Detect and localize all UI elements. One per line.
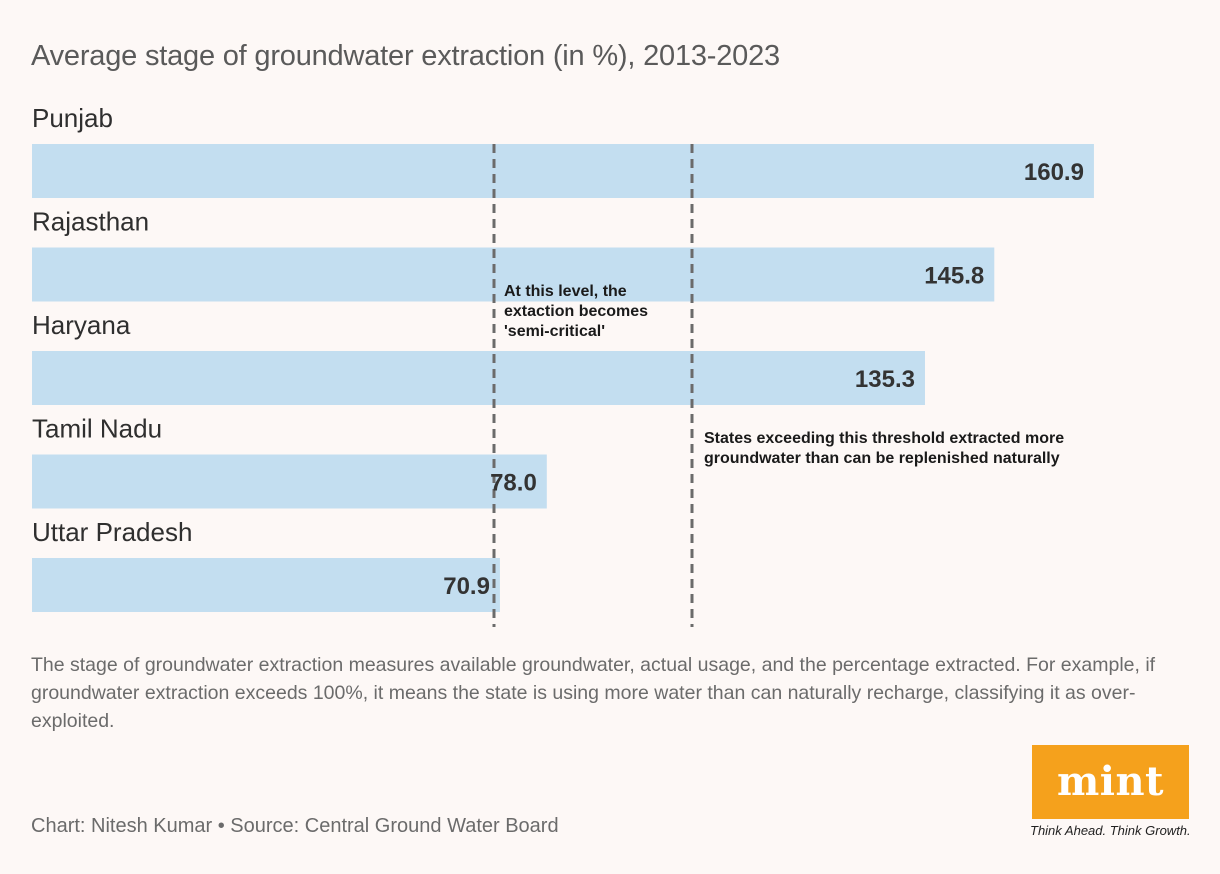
value-label-haryana: 135.3 — [855, 366, 915, 393]
bar-uttar-pradesh — [32, 558, 500, 612]
value-label-tamil-nadu: 78.0 — [490, 470, 537, 497]
category-label-tamil-nadu: Tamil Nadu — [32, 414, 162, 444]
semi-critical-annotation: At this level, the extaction becomes 'se… — [504, 283, 649, 340]
value-label-uttar-pradesh: 70.9 — [443, 573, 490, 600]
category-label-punjab: Punjab — [32, 103, 113, 133]
over-exploited-annotation: States exceeding this threshold extracte… — [704, 430, 1065, 467]
chart-title: Average stage of groundwater extraction … — [31, 40, 780, 72]
bar-rajasthan — [32, 247, 995, 302]
value-label-rajasthan: 145.8 — [924, 263, 984, 290]
mint-logo-word: mint — [1056, 758, 1165, 805]
mint-logo-tagline: Think Ahead. Think Growth. — [1030, 823, 1191, 838]
category-label-rajasthan: Rajasthan — [32, 207, 149, 237]
chart-note: The stage of groundwater extraction meas… — [31, 654, 1156, 732]
mint-logo: mint — [1032, 745, 1189, 819]
chart-credit: Chart: Nitesh Kumar • Source: Central Gr… — [31, 815, 559, 837]
bar-tamil-nadu — [32, 454, 547, 509]
category-label-haryana: Haryana — [32, 310, 131, 340]
bar-punjab — [32, 144, 1094, 198]
category-label-uttar-pradesh: Uttar Pradesh — [32, 517, 192, 547]
value-label-punjab: 160.9 — [1024, 159, 1084, 186]
bar-haryana — [32, 351, 925, 405]
bar-chart: Punjab Rajasthan Haryana Tamil Nadu Uttar Pr… — [32, 103, 1094, 627]
